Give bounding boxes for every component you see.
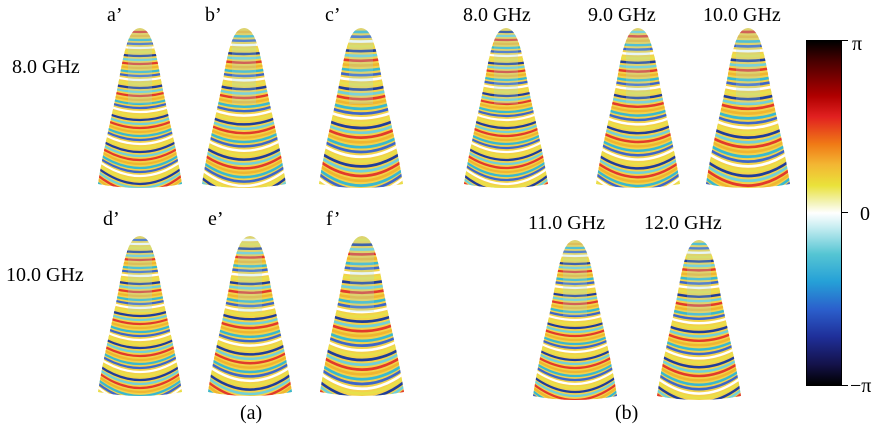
tile-label-d: d’ [103, 208, 120, 230]
colorbar-label-max: π [852, 33, 863, 55]
freq-label-9ghz: 9.0 GHz [588, 4, 656, 26]
tile-label-a: a’ [107, 4, 123, 26]
colorbar-tick-min [842, 385, 848, 386]
colorbar-tick-max [842, 40, 848, 41]
freq-label-10ghz: 10.0 GHz [703, 4, 781, 26]
phase-map-e [202, 232, 298, 398]
phase-map-10ghz [700, 24, 796, 190]
phase-map-a [92, 24, 188, 190]
phase-map-f [314, 232, 410, 398]
colorbar-tick-mid [842, 212, 848, 213]
colorbar-label-mid: 0 [860, 203, 870, 225]
caption-a: (a) [240, 402, 263, 424]
tile-label-f: f’ [326, 208, 341, 230]
phase-map-c [313, 24, 409, 190]
row-label-8ghz: 8.0 GHz [12, 56, 80, 78]
phase-map-8ghz [458, 24, 554, 190]
phase-map-11ghz [527, 236, 623, 402]
phase-map-12ghz [651, 236, 747, 402]
freq-label-11ghz: 11.0 GHz [528, 212, 606, 234]
freq-label-8ghz: 8.0 GHz [463, 4, 531, 26]
tile-label-e: e’ [208, 208, 224, 230]
phase-map-b [196, 24, 292, 190]
phase-colorbar [806, 40, 842, 386]
caption-b: (b) [615, 402, 639, 424]
colorbar-label-min: −π [850, 375, 872, 397]
phase-map-d [92, 232, 188, 398]
phase-map-9ghz [590, 24, 686, 190]
tile-label-c: c’ [325, 4, 341, 26]
row-label-10ghz: 10.0 GHz [6, 264, 84, 286]
freq-label-12ghz: 12.0 GHz [644, 212, 722, 234]
tile-label-b: b’ [205, 4, 222, 26]
